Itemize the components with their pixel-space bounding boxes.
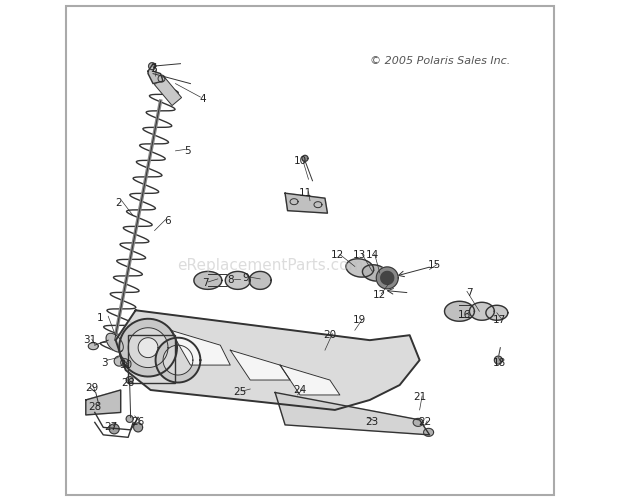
Text: 28: 28	[88, 402, 102, 412]
Text: © 2005 Polaris Sales Inc.: © 2005 Polaris Sales Inc.	[370, 56, 510, 66]
Polygon shape	[381, 272, 394, 285]
Polygon shape	[486, 305, 508, 320]
Text: 30: 30	[119, 360, 132, 370]
Text: 6: 6	[165, 215, 171, 225]
Polygon shape	[314, 202, 322, 207]
Polygon shape	[109, 424, 119, 434]
Polygon shape	[119, 319, 177, 377]
Polygon shape	[170, 330, 230, 365]
Polygon shape	[290, 199, 298, 205]
Polygon shape	[138, 338, 158, 358]
Polygon shape	[154, 77, 182, 106]
Text: 12: 12	[373, 291, 386, 300]
Text: 20: 20	[324, 330, 337, 340]
Text: 10: 10	[293, 156, 307, 166]
Polygon shape	[106, 333, 123, 352]
Polygon shape	[423, 428, 433, 436]
Polygon shape	[86, 390, 121, 415]
Polygon shape	[249, 272, 271, 290]
Polygon shape	[149, 63, 156, 70]
Text: 7: 7	[466, 288, 472, 298]
Polygon shape	[302, 155, 308, 161]
Polygon shape	[158, 75, 165, 82]
Text: 22: 22	[418, 417, 432, 427]
Text: 21: 21	[413, 392, 426, 402]
Text: 27: 27	[104, 422, 117, 432]
Text: eReplacementParts.com: eReplacementParts.com	[177, 258, 363, 273]
Polygon shape	[445, 301, 474, 321]
Text: 3: 3	[150, 64, 156, 74]
Polygon shape	[126, 415, 133, 422]
Text: 5: 5	[185, 146, 191, 156]
Polygon shape	[494, 356, 502, 364]
Polygon shape	[285, 193, 327, 213]
Text: 24: 24	[293, 385, 307, 395]
Text: 13: 13	[353, 250, 366, 261]
Text: 31: 31	[83, 335, 97, 345]
Text: 18: 18	[493, 358, 506, 368]
Polygon shape	[128, 328, 168, 368]
Text: 29: 29	[85, 382, 99, 392]
Polygon shape	[413, 418, 423, 426]
Polygon shape	[88, 343, 98, 350]
Text: 19: 19	[353, 315, 366, 325]
Text: 25: 25	[234, 387, 247, 397]
Text: 26: 26	[131, 417, 144, 427]
Polygon shape	[275, 392, 430, 435]
Polygon shape	[376, 267, 398, 289]
Polygon shape	[363, 265, 387, 281]
Polygon shape	[230, 350, 290, 380]
Text: 23: 23	[366, 417, 379, 427]
Polygon shape	[148, 64, 163, 84]
Text: 17: 17	[493, 315, 506, 325]
Text: 7: 7	[202, 278, 209, 288]
Polygon shape	[116, 310, 420, 410]
Text: 15: 15	[428, 261, 441, 271]
Bar	[128, 335, 175, 383]
Text: 2: 2	[115, 198, 122, 208]
Polygon shape	[114, 356, 124, 366]
Text: 1: 1	[97, 313, 103, 323]
Polygon shape	[134, 423, 143, 432]
Text: 16: 16	[458, 310, 471, 320]
Polygon shape	[156, 338, 200, 383]
Polygon shape	[469, 302, 494, 320]
Polygon shape	[126, 377, 133, 384]
Text: 4: 4	[200, 94, 206, 104]
Text: 11: 11	[298, 188, 312, 198]
Text: 3: 3	[102, 358, 108, 368]
Polygon shape	[194, 272, 222, 290]
Text: 12: 12	[331, 250, 344, 261]
Text: 9: 9	[242, 273, 249, 283]
Polygon shape	[163, 345, 193, 375]
Text: 26: 26	[122, 378, 135, 388]
Polygon shape	[346, 259, 374, 277]
Polygon shape	[121, 359, 128, 367]
Text: 8: 8	[227, 276, 234, 286]
Polygon shape	[225, 272, 250, 290]
Polygon shape	[280, 365, 340, 395]
Text: 14: 14	[366, 250, 379, 261]
